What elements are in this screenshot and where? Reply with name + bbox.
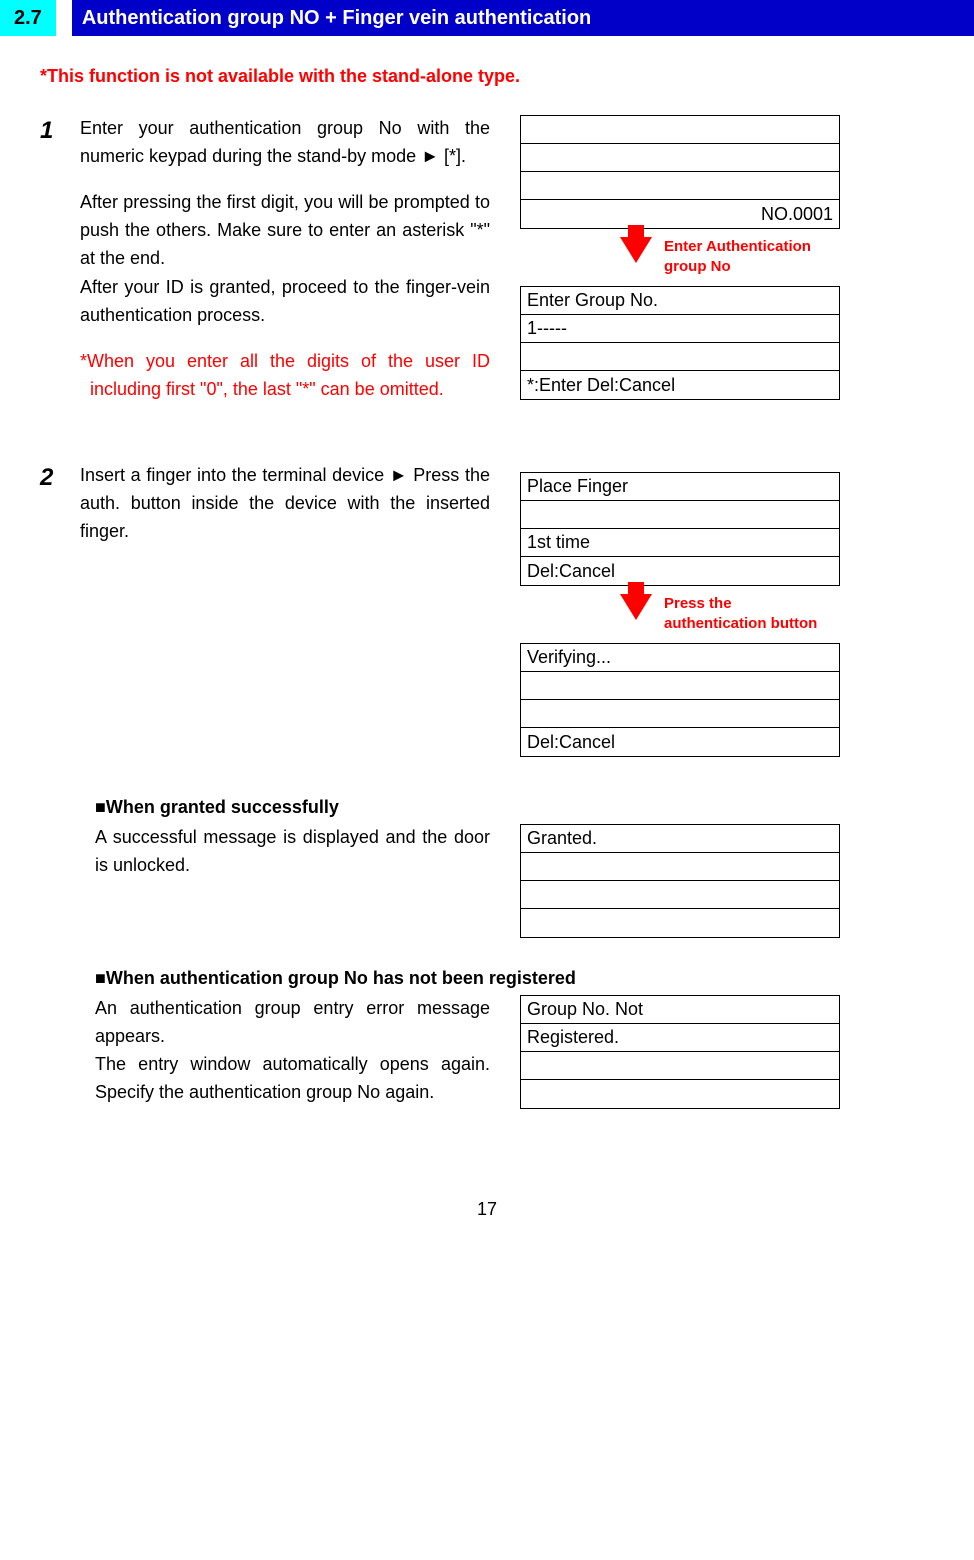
display-standby: NO.0001 (520, 115, 840, 229)
display-row: Enter Group No. (521, 287, 839, 315)
display-granted: Granted. (520, 824, 840, 938)
step-1-para-1: Enter your authentication group No with … (80, 115, 490, 171)
display-row (521, 1080, 839, 1108)
notreg-display-col: Group No. Not Registered. (520, 995, 900, 1109)
arrow-label: Enter Authentication group No (664, 237, 811, 276)
step-1-displays: NO.0001 Enter Authentication group No En… (520, 115, 900, 422)
display-row (521, 343, 839, 371)
arrow-label-line: Press the (664, 594, 817, 614)
display-text: 1----- (527, 318, 567, 339)
notreg-block: An authentication group entry error mess… (95, 995, 934, 1109)
display-text: Del:Cancel (527, 732, 615, 753)
display-place-finger: Place Finger 1st time Del:Cancel (520, 472, 840, 586)
granted-heading: ■When granted successfully (95, 797, 934, 818)
display-row: 1----- (521, 315, 839, 343)
display-row: Del:Cancel (521, 557, 839, 585)
display-row: Registered. (521, 1024, 839, 1052)
warning-text: *This function is not available with the… (40, 66, 934, 87)
arrow-label-line: authentication button (664, 614, 817, 634)
granted-block: A successful message is displayed and th… (95, 824, 934, 938)
step-2-text: Insert a finger into the terminal device… (80, 462, 520, 757)
header-gap (56, 0, 72, 36)
arrow-down-icon (620, 237, 652, 263)
display-text: Place Finger (527, 476, 628, 497)
display-row (521, 672, 839, 700)
granted-display-col: Granted. (520, 824, 900, 938)
step-1-text: Enter your authentication group No with … (80, 115, 520, 422)
notreg-text-2: The entry window automatically opens aga… (95, 1051, 490, 1107)
step-1-para-2: After pressing the first digit, you will… (80, 189, 490, 273)
display-row (521, 853, 839, 881)
step-1-para-3: After your ID is granted, proceed to the… (80, 274, 490, 330)
step-1: 1 Enter your authentication group No wit… (40, 115, 934, 422)
display-text: 1st time (527, 532, 590, 553)
display-row (521, 1052, 839, 1080)
display-text: Verifying... (527, 647, 611, 668)
display-notreg: Group No. Not Registered. (520, 995, 840, 1109)
display-row: 1st time (521, 529, 839, 557)
display-row (521, 172, 839, 200)
arrow-enter-group: Enter Authentication group No (620, 237, 900, 276)
display-text: Granted. (527, 828, 597, 849)
arrow-label-line: group No (664, 257, 811, 277)
step-1-number: 1 (40, 115, 80, 422)
display-verifying: Verifying... Del:Cancel (520, 643, 840, 757)
display-text: Enter Group No. (527, 290, 658, 311)
display-row (521, 501, 839, 529)
display-row: *:Enter Del:Cancel (521, 371, 839, 399)
display-row (521, 881, 839, 909)
display-row: Verifying... (521, 644, 839, 672)
step-2: 2 Insert a finger into the terminal devi… (40, 462, 934, 757)
display-text: Del:Cancel (527, 561, 615, 582)
display-enter-group: Enter Group No. 1----- *:Enter Del:Cance… (520, 286, 840, 400)
display-text: NO.0001 (761, 204, 833, 225)
step-2-para-1: Insert a finger into the terminal device… (80, 462, 490, 546)
arrow-label-line: Enter Authentication (664, 237, 811, 257)
step-2-number: 2 (40, 462, 80, 757)
granted-text: A successful message is displayed and th… (95, 824, 520, 938)
display-text: Registered. (527, 1027, 619, 1048)
page-number: 17 (40, 1199, 934, 1220)
display-row: Group No. Not (521, 996, 839, 1024)
notreg-text-1: An authentication group entry error mess… (95, 995, 490, 1051)
display-row (521, 909, 839, 937)
section-number: 2.7 (0, 0, 56, 36)
notreg-text: An authentication group entry error mess… (95, 995, 520, 1109)
step-1-note: *When you enter all the digits of the us… (80, 348, 490, 404)
arrow-press-auth: Press the authentication button (620, 594, 900, 633)
notreg-heading: ■When authentication group No has not be… (95, 968, 934, 989)
step-2-displays: Place Finger 1st time Del:Cancel Press t… (520, 462, 900, 757)
display-row (521, 116, 839, 144)
display-row: Granted. (521, 825, 839, 853)
display-text: Group No. Not (527, 999, 643, 1020)
section-title: Authentication group NO + Finger vein au… (72, 0, 974, 36)
display-row: Del:Cancel (521, 728, 839, 756)
arrow-down-icon (620, 594, 652, 620)
arrow-label: Press the authentication button (664, 594, 817, 633)
display-row (521, 144, 839, 172)
display-text: *:Enter Del:Cancel (527, 375, 675, 396)
display-row: NO.0001 (521, 200, 839, 228)
section-header: 2.7 Authentication group NO + Finger vei… (0, 0, 974, 36)
display-row: Place Finger (521, 473, 839, 501)
display-row (521, 700, 839, 728)
